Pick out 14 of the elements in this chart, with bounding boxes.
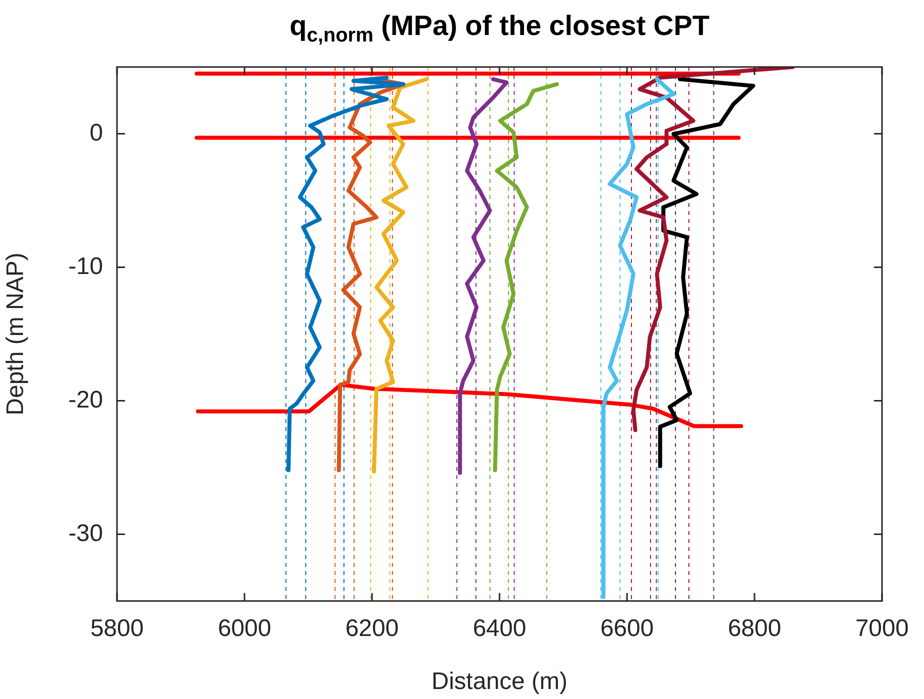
y-tick-label: -10: [68, 252, 103, 280]
x-tick-label: 6000: [218, 615, 272, 642]
y-tick-label: -30: [68, 520, 103, 547]
y-tick-label: -20: [68, 386, 103, 414]
x-tick-label: 7000: [855, 615, 909, 642]
x-tick-label: 5800: [90, 615, 144, 642]
y-axis-title: Depth (m NAP): [2, 252, 30, 416]
x-axis-title: Distance (m): [431, 668, 568, 696]
x-tick-label: 6600: [600, 615, 654, 642]
y-tick-label: 0: [90, 119, 103, 146]
x-tick-label: 6200: [345, 615, 399, 642]
x-tick-label: 6400: [472, 615, 526, 642]
chart-title: q$_{c,norm}$ (MPa) of the closest CPT: [288, 10, 710, 48]
x-tick-label: 6800: [728, 615, 782, 642]
